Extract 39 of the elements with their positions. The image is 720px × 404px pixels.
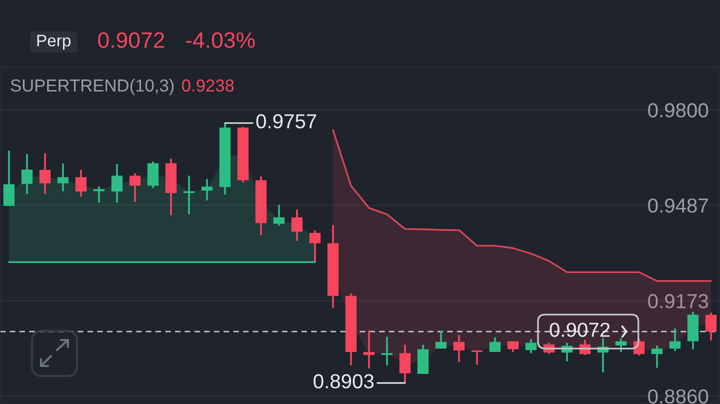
candlestick [201, 178, 213, 202]
candlestick [93, 185, 105, 204]
candlestick [381, 336, 393, 366]
text: Perp [37, 34, 71, 50]
candlestick [399, 344, 411, 384]
candlestick [309, 230, 321, 262]
candlestick [3, 150, 15, 207]
y-tick-label: 0.9800 [648, 103, 708, 118]
candlestick [489, 336, 501, 353]
y-tick-label: 0.9173 [648, 294, 708, 308]
line-series [332, 129, 712, 282]
text: 0.9072 [98, 32, 164, 48]
candlestick [111, 163, 123, 204]
annotation: 0.9238 [182, 79, 234, 92]
candlestick [273, 204, 285, 227]
candlestick [615, 337, 627, 353]
annotation: 0.8903 [314, 374, 374, 388]
candlestick [129, 172, 141, 203]
candlestick [147, 160, 159, 190]
candlestick [471, 350, 483, 366]
candlestick [669, 328, 681, 352]
candlestick [21, 153, 33, 195]
candlestick [291, 208, 303, 242]
candlestick [705, 312, 717, 342]
candlestick [363, 329, 375, 370]
y-tick-label: 0.8860 [648, 389, 708, 404]
ref-line-label: 0.9072 [550, 322, 610, 337]
candlestick [75, 168, 87, 198]
annotation: SUPERTREND(10,3) [10, 78, 174, 96]
candlestick [651, 344, 663, 369]
candlestick [525, 338, 537, 354]
candlestick [39, 152, 51, 195]
candlestick [435, 330, 447, 350]
candlestick [453, 334, 465, 363]
text: -4.03% [186, 32, 255, 48]
candlestick [57, 162, 69, 192]
annotation: 0.9757 [256, 114, 316, 128]
candlestick [183, 174, 195, 216]
y-tick-label: 0.9487 [648, 198, 708, 213]
